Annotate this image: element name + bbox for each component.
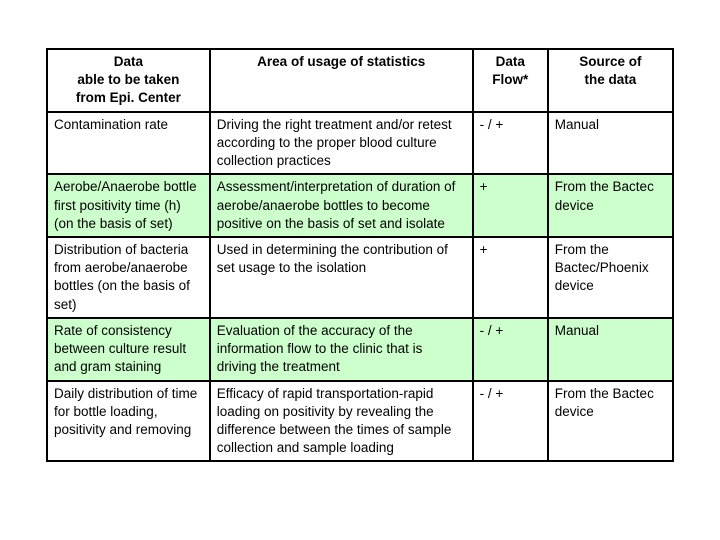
header-source-l2: the data <box>585 72 637 87</box>
cell-source: Manual <box>548 318 673 381</box>
col-header-data: Data able to be taken from Epi. Center <box>47 49 210 112</box>
cell-data: Distribution of bacteria from aerobe/ana… <box>47 237 210 318</box>
cell-data: Daily distribution of time for bottle lo… <box>47 381 210 462</box>
header-data-l1: Data <box>114 54 143 69</box>
cell-flow: + <box>473 237 548 318</box>
cell-area: Used in determining the contribution of … <box>210 237 473 318</box>
cell-area: Evaluation of the accuracy of the inform… <box>210 318 473 381</box>
slide: Data able to be taken from Epi. Center A… <box>0 0 720 540</box>
table-row: Rate of consistency between culture resu… <box>47 318 673 381</box>
data-table: Data able to be taken from Epi. Center A… <box>46 48 674 462</box>
cell-flow: + <box>473 174 548 237</box>
cell-source: From the Bactec device <box>548 174 673 237</box>
cell-area: Assessment/interpretation of duration of… <box>210 174 473 237</box>
table-body: Contamination rateDriving the right trea… <box>47 112 673 462</box>
cell-flow: - / + <box>473 112 548 175</box>
cell-data: Rate of consistency between culture resu… <box>47 318 210 381</box>
cell-flow: - / + <box>473 381 548 462</box>
header-data-l3: from Epi. Center <box>76 90 181 105</box>
col-header-area: Area of usage of statistics <box>210 49 473 112</box>
table-row: Aerobe/Anaerobe bottle first positivity … <box>47 174 673 237</box>
table-header-row: Data able to be taken from Epi. Center A… <box>47 49 673 112</box>
header-flow-l2: Flow* <box>492 72 528 87</box>
col-header-flow: Data Flow* <box>473 49 548 112</box>
cell-area: Efficacy of rapid transportation-rapid l… <box>210 381 473 462</box>
cell-area: Driving the right treatment and/or retes… <box>210 112 473 175</box>
cell-source: From the Bactec/Phoenix device <box>548 237 673 318</box>
cell-source: Manual <box>548 112 673 175</box>
header-source-l1: Source of <box>579 54 641 69</box>
table-row: Daily distribution of time for bottle lo… <box>47 381 673 462</box>
cell-data: Contamination rate <box>47 112 210 175</box>
cell-data: Aerobe/Anaerobe bottle first positivity … <box>47 174 210 237</box>
header-data-l2: able to be taken <box>77 72 179 87</box>
cell-source: From the Bactec device <box>548 381 673 462</box>
cell-flow: - / + <box>473 318 548 381</box>
col-header-source: Source of the data <box>548 49 673 112</box>
header-flow-l1: Data <box>496 54 525 69</box>
table-row: Distribution of bacteria from aerobe/ana… <box>47 237 673 318</box>
table-row: Contamination rateDriving the right trea… <box>47 112 673 175</box>
